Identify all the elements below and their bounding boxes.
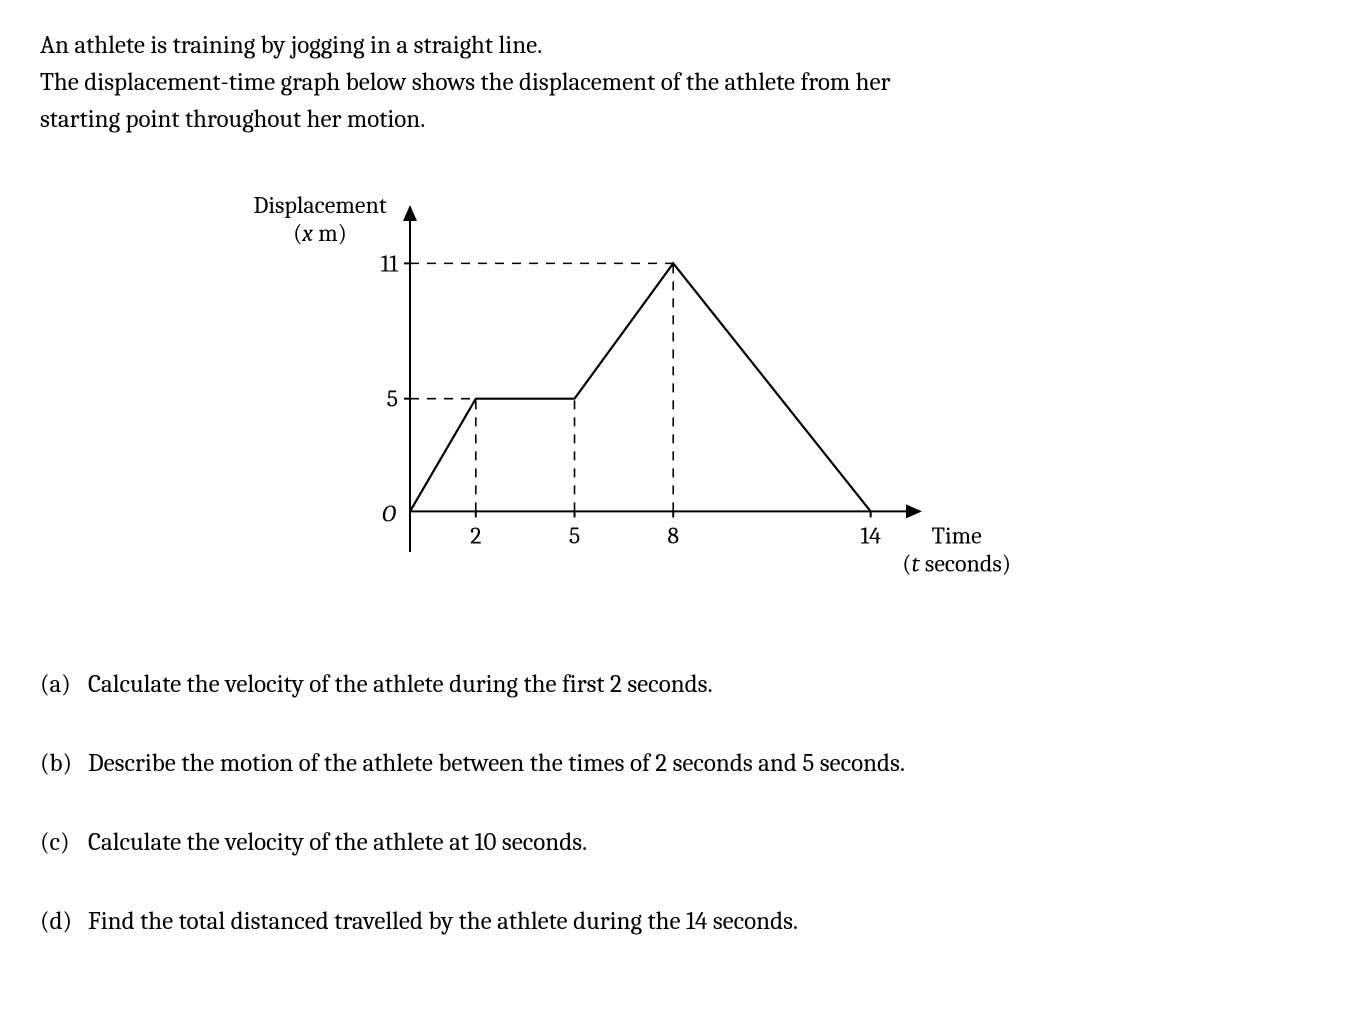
svg-text:8: 8 bbox=[667, 521, 679, 549]
question-label: (b) bbox=[40, 746, 88, 781]
svg-text:2: 2 bbox=[470, 521, 481, 549]
question-text: Describe the motion of the athlete betwe… bbox=[88, 746, 1310, 781]
svg-text:O: O bbox=[382, 499, 396, 527]
intro-line-2: The displacement-time graph below shows … bbox=[40, 65, 1310, 100]
svg-text:14: 14 bbox=[860, 521, 881, 549]
problem-intro: An athlete is training by jogging in a s… bbox=[40, 28, 1310, 137]
svg-text:5: 5 bbox=[569, 521, 580, 549]
question-a: (a) Calculate the velocity of the athlet… bbox=[40, 667, 1310, 702]
question-label: (d) bbox=[40, 904, 88, 939]
svg-text:(x m): (x m) bbox=[293, 219, 347, 247]
question-text: Find the total distanced travelled by th… bbox=[88, 904, 1310, 939]
question-b: (b) Describe the motion of the athlete b… bbox=[40, 746, 1310, 781]
intro-line-1: An athlete is training by jogging in a s… bbox=[40, 28, 1310, 63]
question-text: Calculate the velocity of the athlete at… bbox=[88, 825, 1310, 860]
questions-list: (a) Calculate the velocity of the athlet… bbox=[40, 667, 1310, 939]
question-text: Calculate the velocity of the athlete du… bbox=[88, 667, 1310, 702]
chart-container: 5 11 2 5 8 14 O Displacement(x m) Time(t seconds… bbox=[40, 157, 1310, 637]
question-label: (c) bbox=[40, 825, 88, 860]
displacement-time-chart: 5 11 2 5 8 14 O Displacement(x m) Time(t seconds… bbox=[220, 157, 1040, 637]
question-d: (d) Find the total distanced travelled b… bbox=[40, 904, 1310, 939]
svg-text:(t seconds): (t seconds) bbox=[902, 549, 1011, 577]
question-label: (a) bbox=[40, 667, 88, 702]
svg-text:11: 11 bbox=[381, 249, 399, 277]
svg-text:5: 5 bbox=[387, 385, 398, 413]
page: An athlete is training by jogging in a s… bbox=[0, 0, 1350, 1032]
intro-line-3: starting point throughout her motion. bbox=[40, 102, 1310, 137]
question-c: (c) Calculate the velocity of the athlet… bbox=[40, 825, 1310, 860]
svg-text:Displacement: Displacement bbox=[253, 191, 386, 219]
svg-text:Time: Time bbox=[932, 521, 983, 549]
